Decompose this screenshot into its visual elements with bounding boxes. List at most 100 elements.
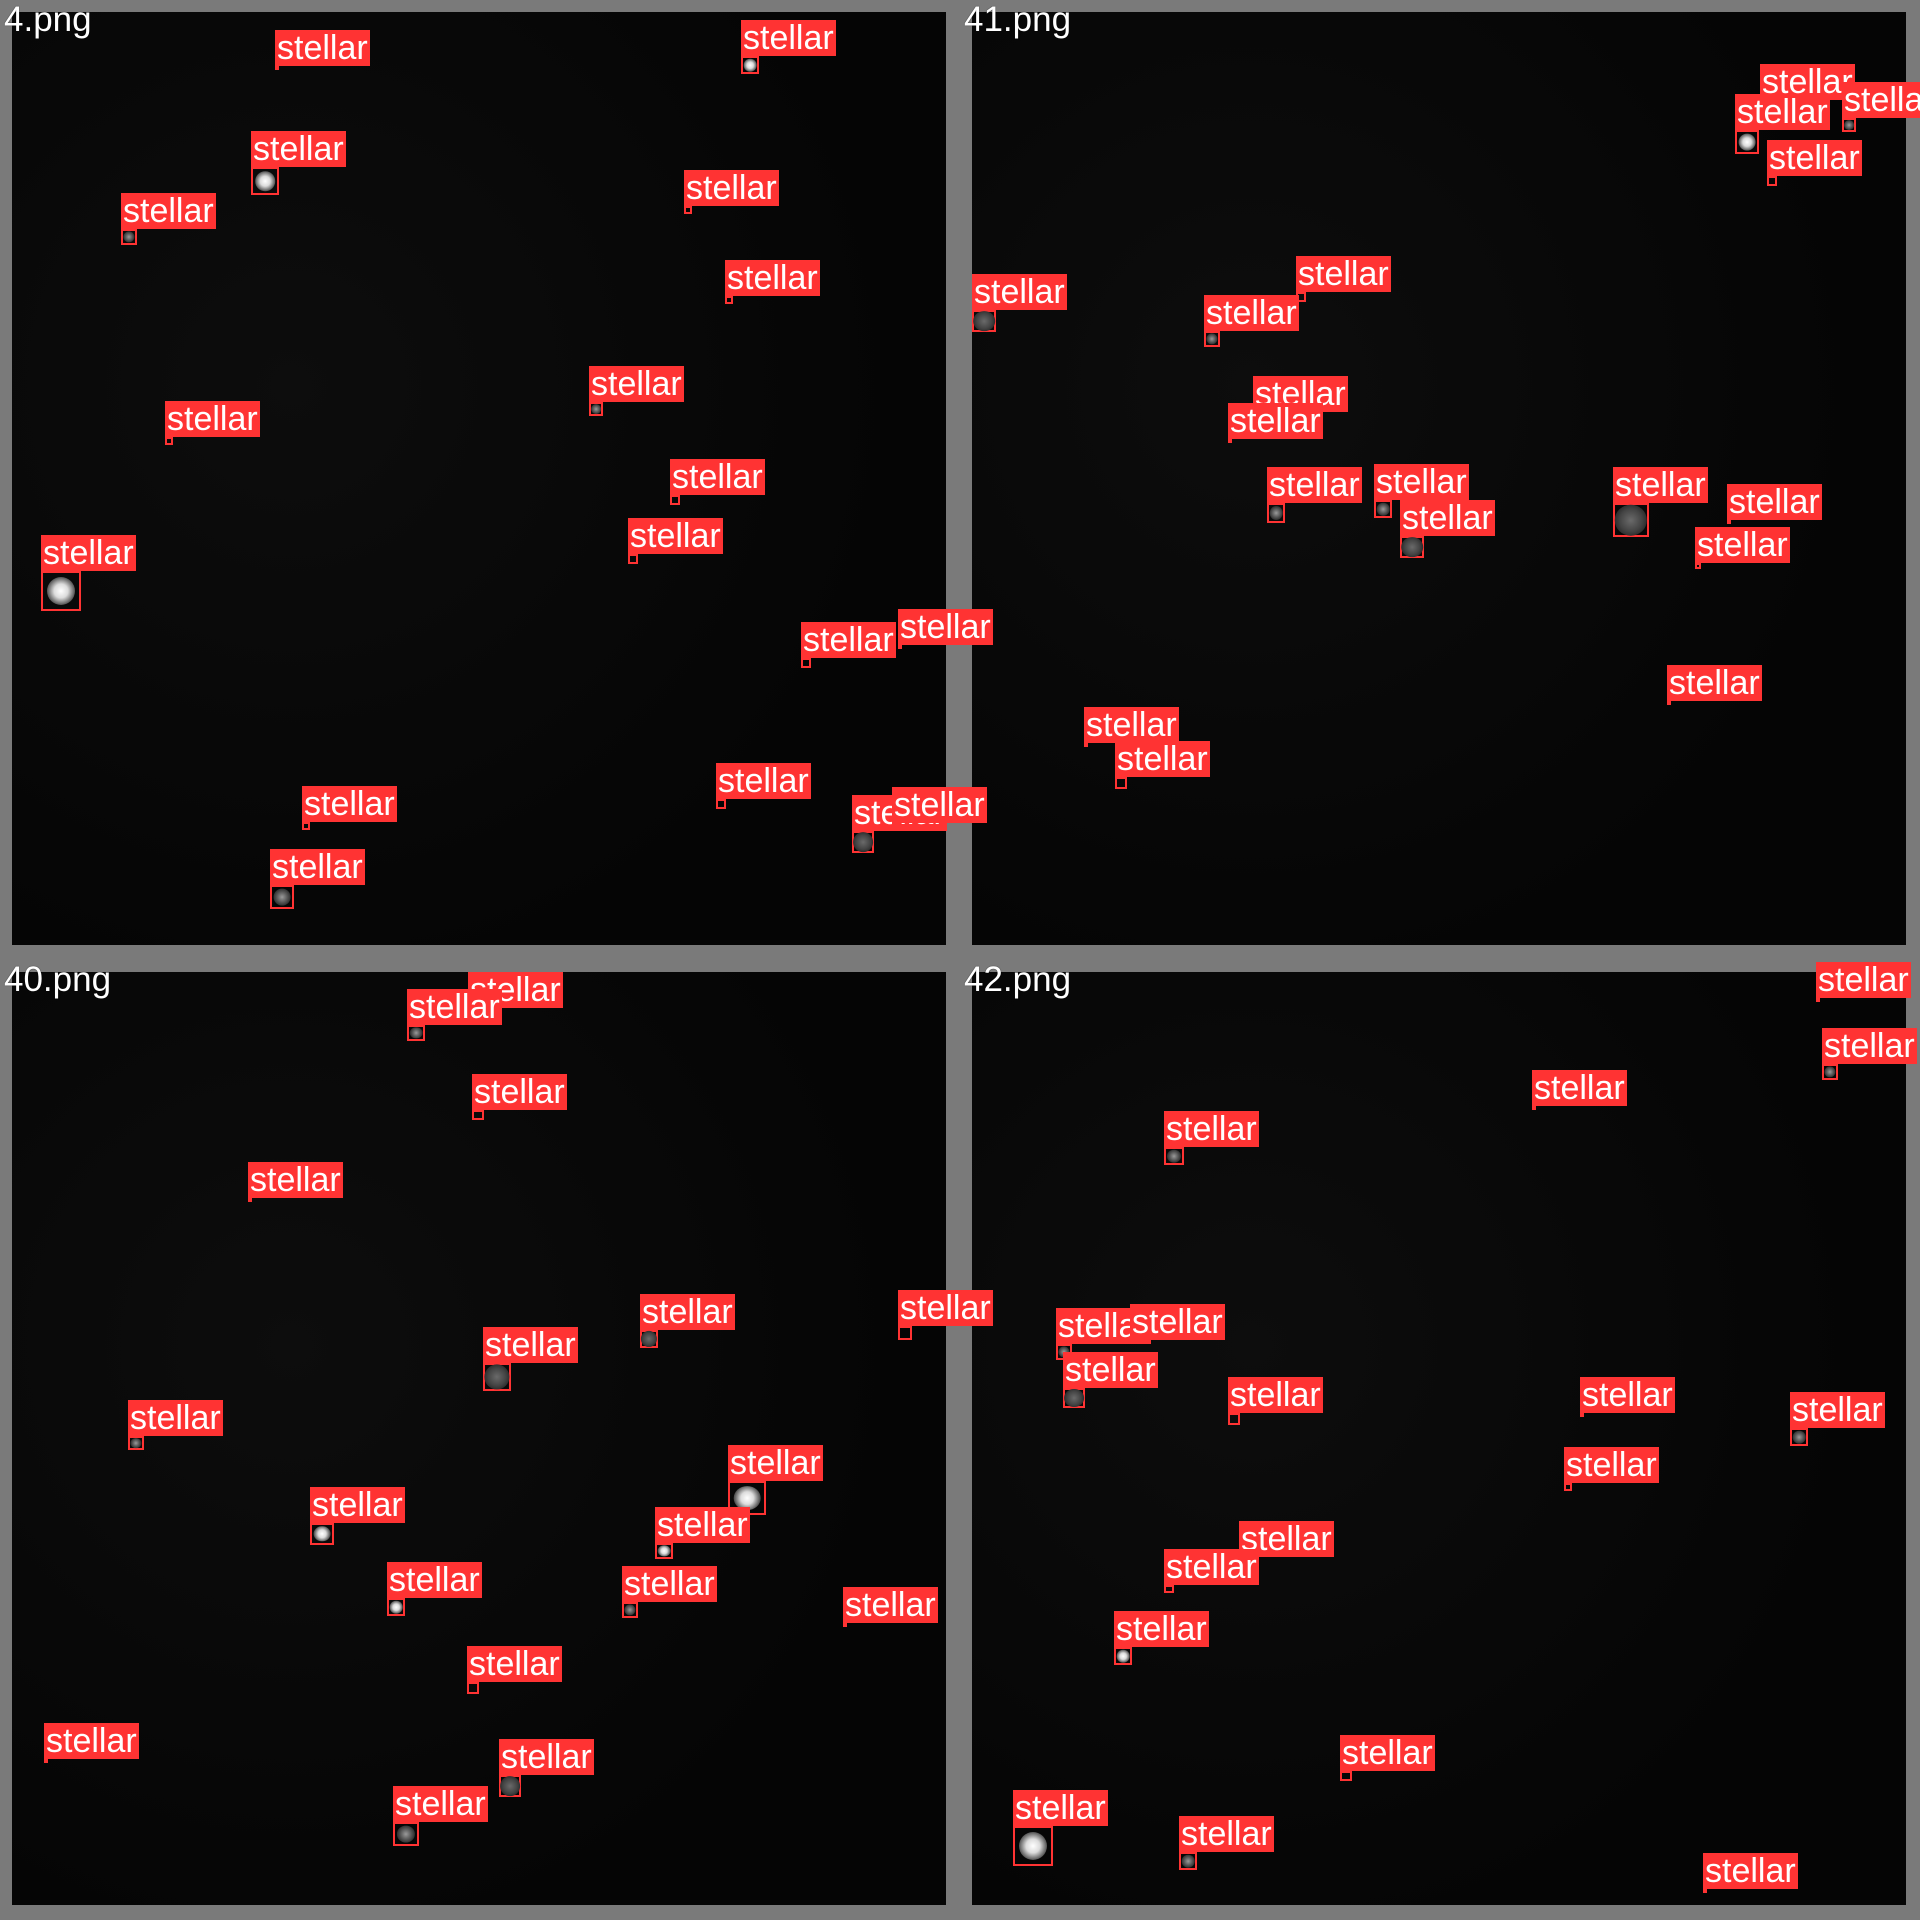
detection: stellar xyxy=(1613,467,1708,537)
bounding-box xyxy=(1790,1428,1808,1446)
detection-label: stellar xyxy=(801,621,896,659)
bounding-box xyxy=(310,1523,334,1545)
detection: stellar xyxy=(1790,1392,1885,1446)
star-field xyxy=(972,972,1906,1905)
bounding-box xyxy=(483,1363,511,1391)
detection: stellar xyxy=(972,274,1067,332)
bounding-box xyxy=(898,645,902,649)
star xyxy=(47,577,75,605)
star xyxy=(409,1027,423,1039)
detection: stellar xyxy=(1267,467,1362,523)
detection-label: stellar xyxy=(1822,1027,1917,1065)
detection-label: stellar xyxy=(1114,1610,1209,1648)
star xyxy=(1116,1649,1130,1663)
detection-label: stellar xyxy=(387,1561,482,1599)
detection: stellar xyxy=(1013,1790,1108,1866)
bounding-box xyxy=(741,56,759,74)
star xyxy=(1401,537,1423,557)
detection: stellar xyxy=(716,763,811,809)
detection-label: stellar xyxy=(1164,1548,1259,1586)
detection: stellar xyxy=(684,170,779,214)
star xyxy=(1269,506,1283,520)
detection-label: stellar xyxy=(655,1506,750,1544)
bounding-box xyxy=(1164,1147,1184,1165)
star xyxy=(657,1545,671,1557)
detection: stellar xyxy=(1130,1304,1225,1344)
bounding-box xyxy=(1735,130,1759,154)
detection: stellar xyxy=(1727,484,1822,524)
detection-label: stellar xyxy=(1767,139,1862,177)
star xyxy=(1792,1430,1806,1444)
detection-label: stellar xyxy=(44,1722,139,1760)
detection-label: stellar xyxy=(1580,1376,1675,1414)
detection-label: stellar xyxy=(1816,961,1911,999)
star xyxy=(973,311,995,331)
bounding-box xyxy=(1667,701,1671,705)
image-panel-4: 4.png stellar stellar stellar stellar st… xyxy=(0,0,993,960)
star xyxy=(1824,1066,1836,1078)
star xyxy=(1064,1389,1084,1407)
bounding-box xyxy=(1822,1064,1838,1080)
detection: stellar xyxy=(589,366,684,416)
detection-label: stellar xyxy=(716,762,811,800)
detection-label: stellar xyxy=(1727,483,1822,521)
bounding-box xyxy=(121,229,137,245)
bounding-box xyxy=(407,1025,425,1041)
bounding-box xyxy=(589,402,603,416)
bounding-box xyxy=(1816,998,1820,1002)
star xyxy=(1206,333,1218,345)
detection: stellar xyxy=(1767,140,1862,186)
detection-label: stellar xyxy=(1703,1852,1798,1890)
detection-label: stellar xyxy=(1695,526,1790,564)
detection: stellar xyxy=(1842,82,1920,132)
bounding-box xyxy=(275,66,279,70)
detection: stellar xyxy=(622,1566,717,1618)
detection-label: stellar xyxy=(1084,706,1179,744)
detection: stellar xyxy=(725,260,820,304)
bounding-box xyxy=(898,1326,912,1340)
detection: stellar xyxy=(1228,1377,1323,1425)
image-panel-40: 40.png stellar stellar stellar stellar s… xyxy=(0,960,993,1920)
bounding-box xyxy=(1114,1647,1132,1665)
bounding-box xyxy=(1267,503,1285,523)
detection-label: stellar xyxy=(1164,1110,1259,1148)
bounding-box xyxy=(801,658,811,668)
star xyxy=(640,1330,658,1348)
star xyxy=(1376,502,1390,516)
detection-label: stellar xyxy=(892,786,987,824)
detection-label: stellar xyxy=(251,130,346,168)
detection: stellar xyxy=(1179,1816,1274,1870)
detection: stellar xyxy=(1115,741,1210,789)
bounding-box xyxy=(393,1822,419,1846)
detection: stellar xyxy=(44,1723,139,1763)
image-panel-41: 41.png stellar stellar stellar stellar s… xyxy=(960,0,1920,960)
star xyxy=(1844,120,1854,130)
bounding-box xyxy=(972,310,996,332)
detection: stellar xyxy=(843,1587,938,1627)
detection: stellar xyxy=(310,1487,405,1545)
detection-label: stellar xyxy=(741,19,836,57)
detection: stellar xyxy=(852,795,947,853)
detection-label: stellar xyxy=(640,1293,735,1331)
star xyxy=(1019,1832,1047,1860)
detection-label: stellar xyxy=(1130,1303,1225,1341)
detection: stellar xyxy=(121,193,216,245)
star xyxy=(273,888,291,906)
detection-label: stellar xyxy=(898,1289,993,1327)
detection: stellar xyxy=(1564,1447,1659,1491)
bounding-box xyxy=(1164,1585,1174,1593)
bounding-box xyxy=(41,571,81,611)
bounding-box xyxy=(472,1110,484,1120)
detection-label: stellar xyxy=(407,988,502,1026)
star xyxy=(123,231,135,243)
bounding-box xyxy=(1580,1413,1584,1417)
detection-label: stellar xyxy=(1842,82,1920,118)
star xyxy=(743,58,757,72)
detection-label: stellar xyxy=(1228,1376,1323,1414)
detection: stellar xyxy=(1400,500,1495,558)
panel-filename: 41.png xyxy=(964,0,1072,39)
detection-label: stellar xyxy=(1564,1446,1659,1484)
detection-label: stellar xyxy=(310,1486,405,1524)
star xyxy=(500,1776,520,1796)
detection-label: stellar xyxy=(1267,466,1362,504)
